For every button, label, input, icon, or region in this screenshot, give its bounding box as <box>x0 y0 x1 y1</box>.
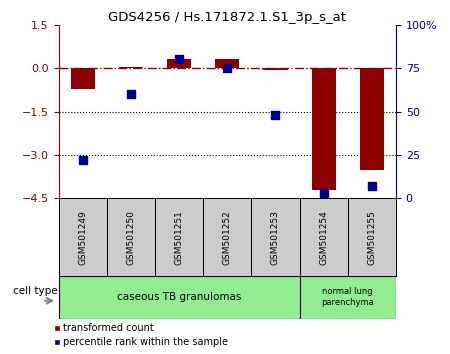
Point <box>176 57 183 62</box>
Text: GSM501255: GSM501255 <box>367 210 376 265</box>
Bar <box>300 276 396 319</box>
Bar <box>311 68 336 190</box>
Point <box>79 157 86 163</box>
Text: caseous TB granulomas: caseous TB granulomas <box>117 292 241 302</box>
Text: GSM501252: GSM501252 <box>223 210 232 264</box>
Bar <box>167 59 191 68</box>
Text: normal lung
parenchyma: normal lung parenchyma <box>321 287 374 307</box>
Point <box>127 91 135 97</box>
Bar <box>119 67 143 68</box>
Point <box>368 183 375 189</box>
Bar <box>263 68 288 70</box>
Text: GSM501253: GSM501253 <box>271 210 280 265</box>
Title: GDS4256 / Hs.171872.1.S1_3p_s_at: GDS4256 / Hs.171872.1.S1_3p_s_at <box>108 11 346 24</box>
Point <box>224 65 231 71</box>
Bar <box>215 59 239 68</box>
Text: GSM501254: GSM501254 <box>319 210 328 264</box>
Bar <box>203 198 252 276</box>
Bar <box>252 198 300 276</box>
Bar <box>360 68 384 170</box>
Legend: transformed count, percentile rank within the sample: transformed count, percentile rank withi… <box>54 324 228 347</box>
Bar <box>348 198 396 276</box>
Bar <box>300 198 348 276</box>
Bar <box>58 198 107 276</box>
Text: GSM501251: GSM501251 <box>175 210 184 265</box>
Point <box>320 190 327 196</box>
Text: GSM501250: GSM501250 <box>126 210 135 265</box>
Bar <box>58 276 300 319</box>
Bar <box>71 68 94 89</box>
Text: GSM501249: GSM501249 <box>78 210 87 264</box>
Point <box>272 112 279 118</box>
Bar <box>107 198 155 276</box>
Text: cell type: cell type <box>13 286 58 296</box>
Bar <box>155 198 203 276</box>
